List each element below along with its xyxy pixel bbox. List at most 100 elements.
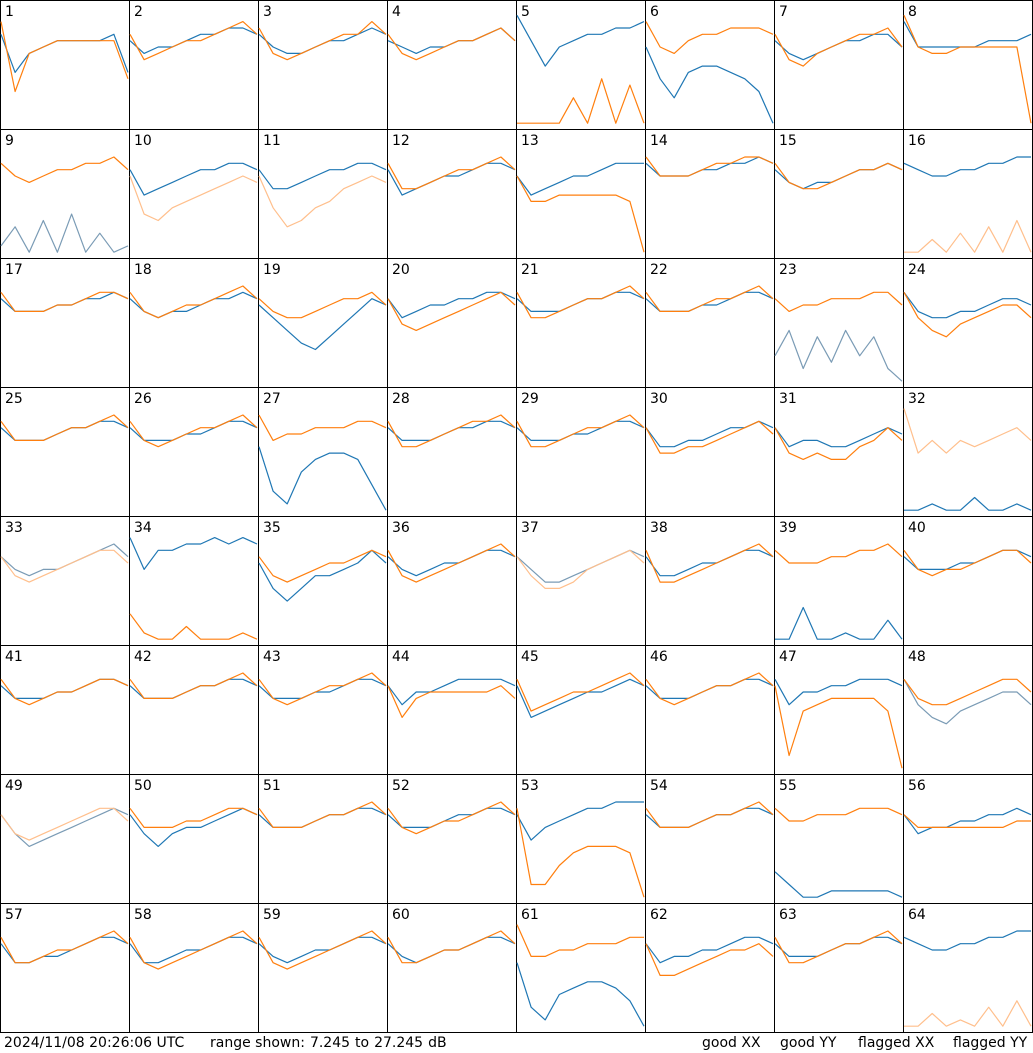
spectrum-line	[129, 27, 258, 55]
panel: 7	[774, 0, 904, 130]
spectrum-line	[516, 801, 644, 841]
panel-number: 53	[521, 778, 539, 794]
spectrum-line	[129, 807, 258, 829]
panel-number: 10	[134, 133, 152, 149]
panel-number: 51	[263, 778, 281, 794]
spectrum-line	[387, 801, 516, 835]
panel: 20	[387, 258, 517, 388]
panel-frame	[516, 387, 646, 517]
panel: 41	[0, 645, 130, 775]
spectrum-line	[516, 678, 645, 719]
panel-number: 32	[908, 391, 926, 407]
panel: 3	[258, 0, 388, 130]
spectrum-line	[774, 678, 903, 706]
spectrum-line	[387, 162, 516, 196]
spectrum-line	[516, 414, 645, 448]
panel: 14	[645, 129, 775, 259]
panel: 43	[258, 645, 388, 775]
spectrum-line	[258, 549, 387, 602]
panel: 37	[516, 516, 646, 646]
spectrum-line	[516, 549, 645, 590]
legend-entry: flagged XX	[858, 1035, 935, 1051]
spectrum-line	[258, 21, 387, 61]
spectrum-line	[387, 549, 516, 577]
spectrum-line	[258, 549, 387, 583]
spectrum-line	[774, 291, 903, 312]
panel: 27	[258, 387, 388, 517]
panel-frame	[774, 645, 904, 775]
spectrum-line	[774, 543, 903, 564]
panel-number: 5	[521, 4, 530, 20]
panel: 36	[387, 516, 517, 646]
spectrum-line	[0, 807, 129, 848]
panel-number: 13	[521, 133, 539, 149]
spectrum-line	[774, 807, 903, 822]
spectrum-line	[903, 807, 1032, 835]
panel: 4	[387, 0, 517, 130]
panel: 50	[129, 774, 259, 904]
spectrum-line	[645, 943, 774, 977]
range-label: range shown:	[210, 1035, 305, 1051]
panel: 54	[645, 774, 775, 904]
spectrum-line	[0, 21, 129, 93]
panel-number: 40	[908, 520, 926, 536]
panel-number: 3	[263, 4, 272, 20]
legend-entry: flagged YY	[953, 1035, 1028, 1051]
spectrum-line	[129, 21, 258, 61]
spectrum-line	[129, 414, 258, 448]
panel-frame	[258, 645, 388, 775]
spectrum-line	[516, 162, 644, 196]
spectrum-line	[516, 672, 645, 712]
panel-number: 15	[779, 133, 797, 149]
panel: 21	[516, 258, 646, 388]
panel-number: 50	[134, 778, 152, 794]
panel-number: 9	[5, 133, 14, 149]
spectrum-line	[258, 936, 387, 964]
spectrum-line	[903, 408, 1032, 454]
spectrum-line	[0, 414, 129, 441]
spectrum-line	[774, 27, 903, 67]
legend-entry: good YY	[780, 1035, 837, 1051]
panel-number: 30	[650, 391, 668, 407]
panel-number: 52	[392, 778, 410, 794]
spectrum-line	[258, 678, 387, 700]
panel-number: 1	[5, 4, 14, 20]
spectrum-line	[258, 298, 387, 351]
panel: 16	[903, 129, 1033, 259]
panel: 60	[387, 903, 517, 1033]
panel-number: 43	[263, 649, 281, 665]
panel-frame	[129, 258, 259, 388]
panel-frame	[387, 258, 517, 388]
spectrum-line	[775, 606, 903, 640]
timestamp: 2024/11/08 20:26:06 UTC	[4, 1035, 184, 1051]
panel: 34	[129, 516, 259, 646]
panel-number: 33	[5, 520, 23, 536]
spectrum-line	[903, 930, 1031, 951]
panel-frame	[0, 129, 130, 259]
spectrum-line	[387, 678, 516, 706]
panel: 13	[516, 129, 646, 259]
panel-frame	[903, 0, 1033, 130]
panel: 47	[774, 645, 904, 775]
panel: 44	[387, 645, 517, 775]
panel: 15	[774, 129, 904, 259]
panel-number: 58	[134, 907, 152, 923]
panel-frame	[129, 903, 259, 1033]
panel-frame	[129, 387, 259, 517]
panel-frame	[516, 645, 646, 775]
panel-number: 34	[134, 520, 152, 536]
spectrum-line	[645, 156, 774, 177]
panel-number: 4	[392, 4, 401, 20]
spectrum-line	[904, 496, 1032, 511]
panel-frame	[258, 387, 388, 517]
panel: 18	[129, 258, 259, 388]
panel-frame	[258, 0, 388, 130]
spectrum-line	[903, 549, 1032, 577]
spectrum-line	[645, 936, 774, 964]
panel-frame	[645, 903, 775, 1033]
panel-number: 17	[5, 262, 23, 278]
spectrum-line	[517, 78, 645, 124]
panel-number: 39	[779, 520, 797, 536]
